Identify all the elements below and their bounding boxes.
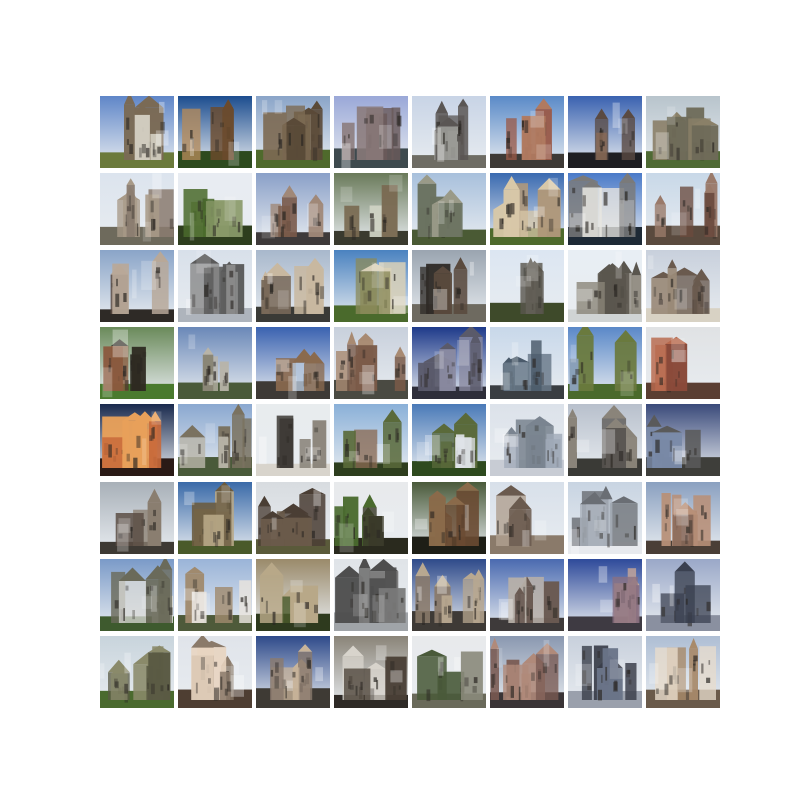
grid-image-tile: [178, 636, 252, 708]
grid-image-tile: [412, 96, 486, 168]
grid-image-tile: [100, 559, 174, 631]
grid-image-tile: [646, 559, 720, 631]
grid-image-tile: [568, 250, 642, 322]
grid-image-tile: [568, 559, 642, 631]
grid-image-tile: [178, 559, 252, 631]
grid-image-tile: [100, 96, 174, 168]
grid-image-tile: [256, 636, 330, 708]
grid-image-tile: [256, 559, 330, 631]
grid-image-tile: [646, 636, 720, 708]
grid-image-tile: [568, 404, 642, 476]
grid-image-tile: [334, 404, 408, 476]
grid-image-tile: [412, 404, 486, 476]
grid-image-tile: [334, 173, 408, 245]
grid-image-tile: [490, 482, 564, 554]
grid-image-tile: [100, 482, 174, 554]
generated-image-grid: [100, 96, 720, 712]
grid-image-tile: [490, 636, 564, 708]
grid-image-tile: [334, 482, 408, 554]
grid-image-tile: [178, 482, 252, 554]
grid-image-tile: [256, 250, 330, 322]
grid-image-tile: [412, 482, 486, 554]
grid-image-tile: [490, 173, 564, 245]
grid-image-tile: [100, 404, 174, 476]
grid-image-tile: [256, 173, 330, 245]
grid-image-tile: [334, 327, 408, 399]
grid-image-tile: [178, 404, 252, 476]
grid-image-tile: [256, 482, 330, 554]
grid-image-tile: [412, 173, 486, 245]
grid-image-tile: [646, 250, 720, 322]
grid-image-tile: [256, 96, 330, 168]
grid-image-tile: [646, 482, 720, 554]
grid-image-tile: [490, 559, 564, 631]
grid-image-tile: [568, 96, 642, 168]
grid-image-tile: [646, 96, 720, 168]
grid-image-tile: [100, 250, 174, 322]
grid-image-tile: [568, 482, 642, 554]
grid-image-tile: [334, 559, 408, 631]
grid-image-tile: [412, 327, 486, 399]
grid-image-tile: [490, 404, 564, 476]
grid-image-tile: [490, 250, 564, 322]
grid-image-tile: [412, 250, 486, 322]
grid-image-tile: [568, 327, 642, 399]
grid-image-tile: [256, 327, 330, 399]
grid-image-tile: [490, 327, 564, 399]
grid-image-tile: [412, 559, 486, 631]
grid-image-tile: [100, 636, 174, 708]
grid-image-tile: [334, 96, 408, 168]
grid-image-tile: [568, 173, 642, 245]
grid-image-tile: [256, 404, 330, 476]
grid-image-tile: [100, 327, 174, 399]
grid-image-tile: [568, 636, 642, 708]
grid-image-tile: [100, 173, 174, 245]
grid-image-tile: [178, 96, 252, 168]
grid-image-tile: [646, 173, 720, 245]
grid-image-tile: [178, 327, 252, 399]
grid-image-tile: [178, 173, 252, 245]
grid-image-tile: [646, 404, 720, 476]
grid-image-tile: [412, 636, 486, 708]
grid-image-tile: [178, 250, 252, 322]
grid-image-tile: [490, 96, 564, 168]
grid-image-tile: [334, 636, 408, 708]
grid-image-tile: [334, 250, 408, 322]
grid-image-tile: [646, 327, 720, 399]
